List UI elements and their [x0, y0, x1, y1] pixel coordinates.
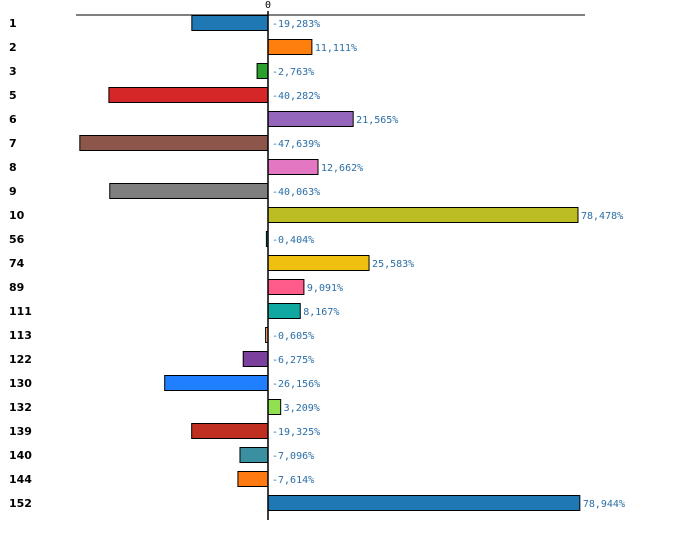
bars-group: [79, 15, 581, 511]
value-label: -40,063%: [272, 187, 320, 198]
bar-10: [267, 207, 579, 223]
bar-9: [109, 183, 269, 199]
category-label: 111: [9, 305, 32, 318]
category-label: 122: [9, 353, 32, 366]
category-label: 6: [9, 113, 17, 126]
category-label: 3: [9, 65, 17, 78]
value-label: -40,282%: [272, 91, 320, 102]
bar-3: [256, 63, 269, 79]
value-label: 8,167%: [303, 307, 339, 318]
value-label: -26,156%: [272, 379, 320, 390]
category-label: 140: [9, 449, 32, 462]
category-label: 152: [9, 497, 32, 510]
bar-152: [267, 495, 581, 511]
bar-132: [267, 399, 282, 415]
value-label: 78,944%: [583, 499, 625, 510]
labels-group: 1 -19,283% 2 11,111% 3 -2,763% 5 -40,282% 6 21,56…: [9, 17, 625, 510]
category-label: 10: [9, 209, 25, 222]
bar-144: [237, 471, 269, 487]
bar-5: [108, 87, 269, 103]
value-label: 11,111%: [315, 43, 357, 54]
value-label: -0,404%: [272, 235, 314, 246]
category-label: 113: [9, 329, 32, 342]
category-label: 1: [9, 17, 17, 30]
category-label: 8: [9, 161, 17, 174]
value-label: 12,662%: [321, 163, 363, 174]
bar-130: [164, 375, 269, 391]
value-label: -6,275%: [272, 355, 314, 366]
value-label: 9,091%: [307, 283, 343, 294]
bar-7: [79, 135, 269, 151]
category-label: 139: [9, 425, 32, 438]
bar-122: [242, 351, 269, 367]
value-label: -2,763%: [272, 67, 314, 78]
bar-139: [191, 423, 269, 439]
category-label: 7: [9, 137, 17, 150]
category-label: 2: [9, 41, 17, 54]
zero-tick-label: 0: [265, 0, 271, 11]
bar-8: [267, 159, 319, 175]
value-label: -47,639%: [272, 139, 320, 150]
category-label: 5: [9, 89, 17, 102]
value-label: 3,209%: [284, 403, 320, 414]
category-label: 130: [9, 377, 32, 390]
value-label: -19,325%: [272, 427, 320, 438]
value-label: -0,605%: [272, 331, 314, 342]
value-label: -7,614%: [272, 475, 314, 486]
value-label: 21,565%: [356, 115, 398, 126]
bar-74: [267, 255, 370, 271]
bar-6: [267, 111, 354, 127]
category-label: 56: [9, 233, 25, 246]
bar-89: [267, 279, 305, 295]
value-label: -7,096%: [272, 451, 314, 462]
category-label: 132: [9, 401, 32, 414]
category-label: 144: [9, 473, 32, 486]
value-label: -19,283%: [272, 19, 320, 30]
bar-1: [191, 15, 269, 31]
bar-111: [267, 303, 301, 319]
bar-140: [239, 447, 269, 463]
category-label: 89: [9, 281, 24, 294]
category-label: 74: [9, 257, 25, 270]
value-label: 78,478%: [581, 211, 623, 222]
value-label: 25,583%: [372, 259, 414, 270]
category-label: 9: [9, 185, 17, 198]
bar-2: [267, 39, 313, 55]
